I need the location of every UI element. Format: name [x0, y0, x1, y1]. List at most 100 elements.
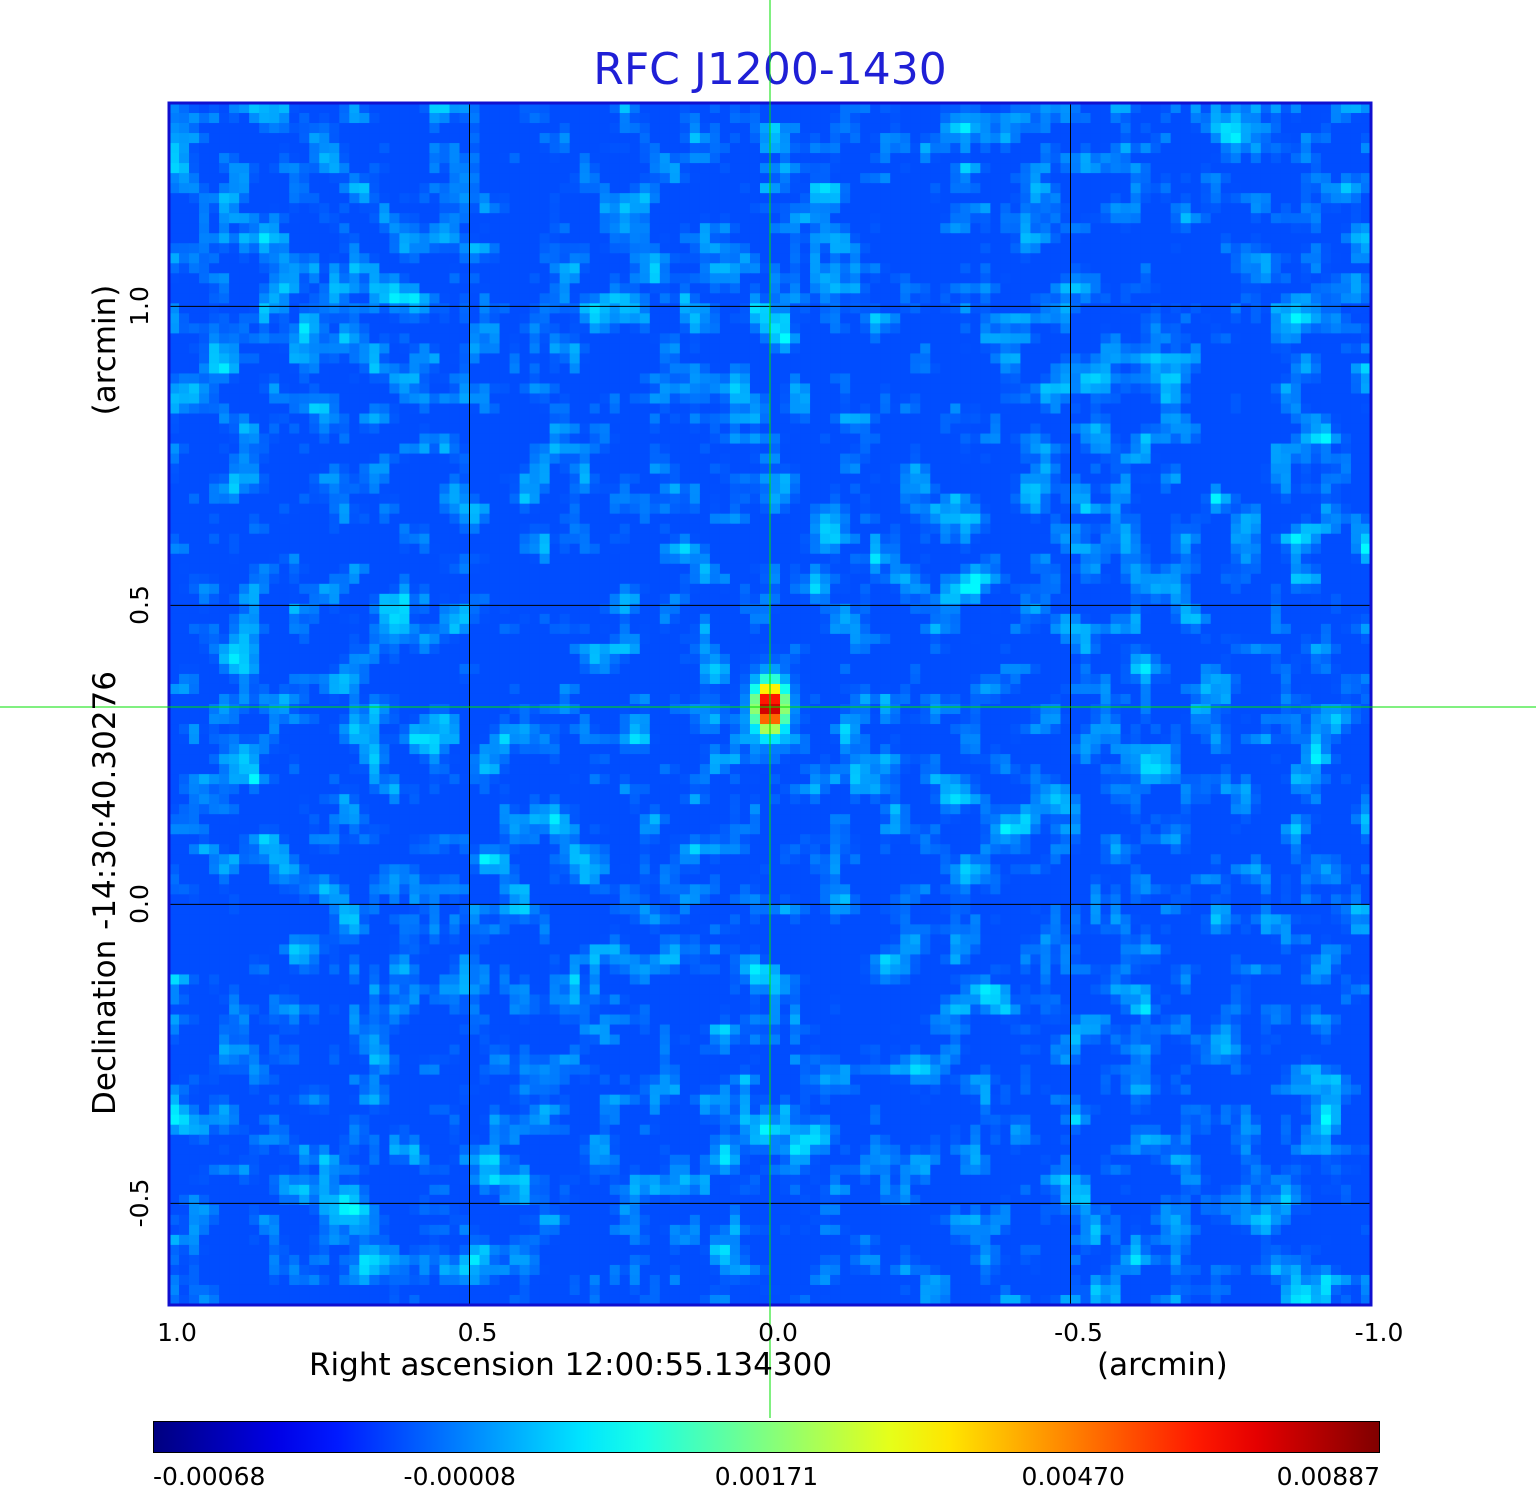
heatmap-cell — [1280, 213, 1292, 224]
heatmap-cell — [1040, 333, 1052, 344]
heatmap-cell — [820, 263, 831, 274]
heatmap-cell — [910, 203, 921, 214]
heatmap-cell — [279, 403, 290, 415]
heatmap-cell — [1360, 113, 1372, 124]
heatmap-cell — [419, 353, 431, 365]
heatmap-cell — [699, 353, 711, 365]
heatmap-cell — [639, 443, 651, 455]
heatmap-cell — [1210, 283, 1222, 294]
heatmap-cell — [1340, 433, 1352, 445]
heatmap-cell — [659, 123, 671, 134]
heatmap-cell — [860, 223, 871, 234]
heatmap-cell — [699, 283, 711, 294]
heatmap-cell — [189, 343, 200, 355]
heatmap-cell — [970, 253, 981, 264]
heatmap-cell — [940, 163, 951, 174]
heatmap-cell — [349, 463, 360, 475]
heatmap-cell — [1140, 183, 1152, 194]
heatmap-cell — [830, 213, 841, 224]
heatmap-cell — [589, 333, 601, 344]
heatmap-cell — [649, 173, 661, 184]
heatmap-cell — [1080, 213, 1092, 224]
heatmap-cell — [689, 453, 701, 465]
heatmap-cell — [890, 153, 901, 164]
heatmap-cell — [810, 313, 821, 324]
heatmap-cell — [209, 103, 220, 114]
heatmap-cell — [379, 283, 390, 294]
heatmap-cell — [830, 203, 841, 214]
heatmap-cell — [1200, 203, 1212, 214]
heatmap-cell — [459, 123, 471, 134]
heatmap-cell — [199, 413, 210, 425]
heatmap-cell — [950, 483, 961, 495]
heatmap-cell — [539, 473, 551, 485]
heatmap-cell — [780, 163, 791, 174]
heatmap-cell — [770, 383, 781, 395]
heatmap-cell — [790, 473, 801, 485]
heatmap-cell — [259, 323, 270, 334]
heatmap-cell — [359, 293, 370, 304]
heatmap-cell — [880, 153, 891, 164]
heatmap-cell — [1210, 163, 1222, 174]
heatmap-cell — [629, 333, 641, 344]
heatmap-cell — [659, 313, 671, 324]
heatmap-cell — [719, 193, 731, 204]
heatmap-cell — [489, 193, 501, 204]
heatmap-cell — [469, 143, 481, 154]
heatmap-cell — [890, 193, 901, 204]
heatmap-cell — [539, 503, 551, 515]
heatmap-cell — [960, 183, 971, 194]
heatmap-cell — [1190, 133, 1202, 144]
heatmap-cell — [349, 273, 360, 284]
heatmap-cell — [790, 193, 801, 204]
heatmap-cell — [790, 493, 801, 505]
heatmap-cell — [780, 413, 791, 425]
heatmap-cell — [810, 253, 821, 264]
heatmap-cell — [1220, 503, 1232, 515]
heatmap-cell — [1290, 413, 1302, 425]
heatmap-cell — [1080, 493, 1092, 505]
heatmap-cell — [519, 363, 531, 375]
heatmap-cell — [980, 393, 991, 405]
heatmap-cell — [980, 243, 991, 254]
heatmap-cell — [739, 303, 751, 314]
heatmap-cell — [179, 453, 190, 465]
heatmap-cell — [780, 273, 791, 284]
heatmap-cell — [699, 373, 711, 385]
heatmap-cell — [1060, 403, 1072, 415]
heatmap-cell — [219, 383, 230, 395]
heatmap-cell — [629, 133, 641, 144]
heatmap-cell — [1360, 123, 1372, 134]
heatmap-cell — [1100, 423, 1112, 435]
heatmap-cell — [1110, 293, 1122, 304]
heatmap-cell — [439, 433, 451, 445]
heatmap-cell — [1300, 183, 1312, 194]
heatmap-cell — [689, 153, 701, 164]
heatmap-cell — [539, 353, 551, 365]
heatmap-cell — [920, 283, 931, 294]
heatmap-cell — [499, 423, 511, 435]
heatmap-cell — [389, 263, 400, 274]
heatmap-cell — [319, 513, 330, 525]
heatmap-cell — [1110, 343, 1122, 355]
heatmap-cell — [619, 193, 631, 204]
heatmap-cell — [1080, 103, 1092, 114]
heatmap-cell — [1030, 413, 1042, 425]
heatmap-cell — [800, 193, 811, 204]
heatmap-cell — [379, 443, 390, 455]
heatmap-cell — [1230, 313, 1242, 324]
heatmap-cell — [900, 243, 911, 254]
heatmap-cell — [479, 413, 491, 425]
heatmap-cell — [699, 133, 711, 144]
heatmap-cell — [419, 253, 431, 264]
heatmap-cell — [1080, 303, 1092, 314]
heatmap-cell — [1320, 163, 1332, 174]
heatmap-cell — [589, 183, 601, 194]
heatmap-cell — [549, 483, 561, 495]
heatmap-cell — [1140, 223, 1152, 234]
heatmap-cell — [850, 153, 861, 164]
heatmap-cell — [1000, 213, 1011, 224]
heatmap-cell — [479, 463, 491, 475]
heatmap-cell — [249, 293, 260, 304]
heatmap-cell — [990, 443, 1001, 455]
